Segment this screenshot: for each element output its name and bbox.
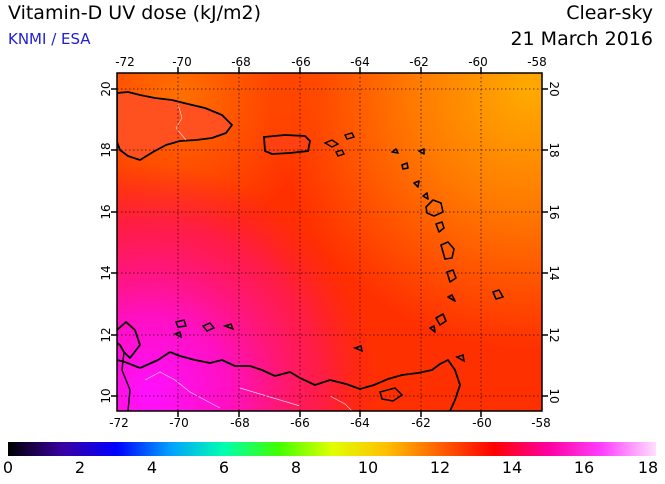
tick-marks bbox=[111, 67, 548, 417]
lat-label: 16 bbox=[99, 204, 113, 219]
map-frame bbox=[116, 72, 543, 412]
south-america-coast bbox=[117, 321, 461, 411]
date-label: 21 March 2016 bbox=[510, 28, 653, 50]
lesser-antilles bbox=[391, 148, 504, 333]
colorbar-label: 4 bbox=[146, 458, 158, 477]
colorbar-label: 14 bbox=[501, 458, 523, 477]
hispaniola-land bbox=[117, 91, 233, 161]
lat-label: 10 bbox=[547, 388, 561, 403]
lat-label: 18 bbox=[99, 142, 113, 157]
lon-label: -60 bbox=[472, 416, 492, 430]
lon-label: -70 bbox=[172, 55, 192, 69]
lon-label: -68 bbox=[231, 55, 251, 69]
lon-label: -64 bbox=[350, 55, 370, 69]
condition-label: Clear-sky bbox=[566, 2, 653, 24]
lat-label: 12 bbox=[547, 327, 561, 342]
lon-labels-bottom: -72 -70 -68 -66 -64 -62 -60 -58 bbox=[109, 416, 551, 430]
lat-label: 20 bbox=[547, 81, 561, 96]
lat-label: 20 bbox=[99, 81, 113, 96]
puerto-rico-land bbox=[263, 134, 311, 155]
lat-label: 10 bbox=[99, 388, 113, 403]
colorbar bbox=[8, 442, 656, 456]
lon-label: -58 bbox=[527, 55, 547, 69]
lon-label: -64 bbox=[350, 416, 370, 430]
lon-label: -62 bbox=[409, 55, 429, 69]
colorbar-label: 2 bbox=[74, 458, 86, 477]
lat-labels-right: 10 12 14 16 18 20 bbox=[547, 81, 561, 403]
lat-label: 14 bbox=[547, 265, 561, 280]
lon-label: -72 bbox=[109, 416, 129, 430]
lon-label: -66 bbox=[291, 55, 311, 69]
colorbar-label: 0 bbox=[2, 458, 14, 477]
credit-label: KNMI / ESA bbox=[8, 30, 91, 48]
lon-label: -60 bbox=[468, 55, 488, 69]
colorbar-label: 16 bbox=[573, 458, 595, 477]
colorbar-labels: 0 2 4 6 8 10 12 14 16 18 bbox=[0, 458, 665, 478]
colorbar-label: 8 bbox=[290, 458, 302, 477]
lon-label: -58 bbox=[531, 416, 551, 430]
lat-label: 18 bbox=[547, 142, 561, 157]
lon-label: -68 bbox=[230, 416, 250, 430]
colorbar-label: 10 bbox=[357, 458, 379, 477]
gridlines bbox=[117, 73, 542, 411]
lat-label: 12 bbox=[99, 327, 113, 342]
map-title: Vitamin-D UV dose (kJ/m2) bbox=[8, 2, 261, 24]
lon-label: -72 bbox=[115, 55, 135, 69]
colorbar-label: 18 bbox=[637, 458, 659, 477]
lon-label: -66 bbox=[290, 416, 310, 430]
colorbar-label: 6 bbox=[218, 458, 230, 477]
colorbar-label: 12 bbox=[429, 458, 451, 477]
lat-label: 14 bbox=[99, 265, 113, 280]
lat-labels-left: 10 12 14 16 18 20 bbox=[99, 81, 113, 403]
lat-label: 16 bbox=[547, 204, 561, 219]
lon-labels-top: -72 -70 -68 -66 -64 -62 -60 -58 bbox=[115, 55, 547, 69]
lon-label: -62 bbox=[411, 416, 431, 430]
map-field bbox=[117, 73, 542, 411]
lon-label: -70 bbox=[169, 416, 189, 430]
